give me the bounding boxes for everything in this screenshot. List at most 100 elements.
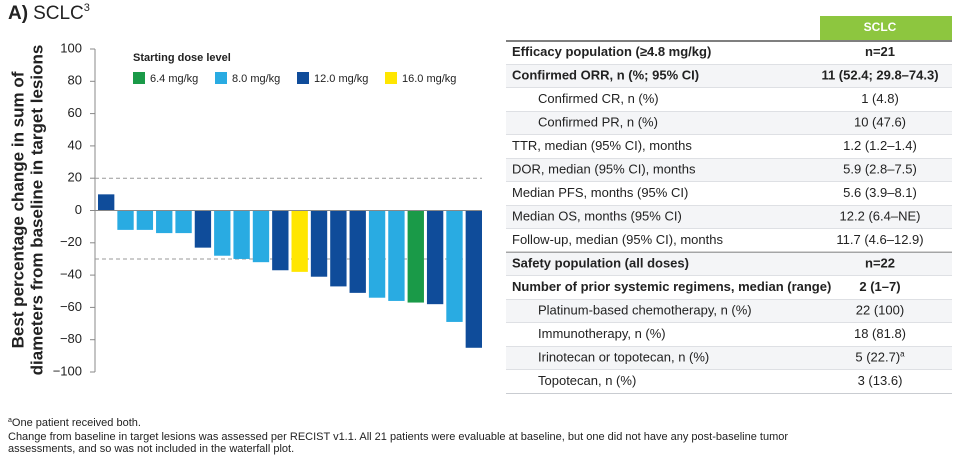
value-text: 1 (4.8) [861, 91, 899, 106]
footnote: aOne patient received both. [8, 417, 141, 429]
y-tick-label: −80 [60, 331, 82, 346]
panel-label: A) [8, 3, 28, 24]
table-row [506, 135, 952, 159]
bar [136, 210, 154, 230]
title-sup: 3 [84, 2, 90, 14]
bar [156, 210, 173, 234]
chart-title: A) SCLC3 [8, 2, 90, 24]
y-tick-label: 80 [68, 73, 82, 88]
table-row [506, 205, 952, 229]
table-row [506, 182, 952, 206]
table-label: Safety population (all doses) [512, 256, 689, 271]
y-tick-label: −20 [60, 234, 82, 249]
table-label: Confirmed PR, n (%) [538, 115, 658, 130]
table-value: 11.7 (4.6–12.9) [836, 232, 923, 247]
bar [98, 194, 115, 211]
table-value: 5.6 (3.9–8.1) [843, 185, 917, 200]
table-label: Platinum-based chemotherapy, n (%) [538, 303, 752, 318]
table-label: Confirmed ORR, n (%; 95% CI) [512, 68, 699, 83]
legend-label: 6.4 mg/kg [150, 73, 198, 85]
table-value: 1.2 (1.2–1.4) [843, 138, 917, 153]
bar [252, 210, 270, 263]
value-text: 11 (52.4; 29.8–74.3) [821, 68, 938, 83]
title-text: SCLC [33, 3, 84, 24]
table-row [506, 323, 952, 347]
table-label: Efficacy population (≥4.8 mg/kg) [512, 44, 711, 59]
y-tick-label: 60 [68, 105, 82, 120]
bar [175, 210, 192, 234]
footnote: assessments, and so was not included in … [8, 443, 294, 455]
legend-swatch [133, 72, 145, 84]
y-tick-label: 100 [60, 40, 82, 55]
table-value: 18 (81.8) [854, 326, 906, 341]
table-header-cell [820, 16, 952, 40]
table-value: 10 (47.6) [854, 115, 906, 130]
table-row [506, 158, 952, 182]
table-value: 1 (4.8) [861, 91, 899, 106]
y-tick-label: 40 [68, 137, 82, 152]
legend-swatch [215, 72, 227, 84]
bar [349, 210, 366, 293]
value-text: n=21 [865, 44, 895, 59]
bar [117, 210, 134, 230]
bar [330, 210, 347, 287]
value-text: 11.7 (4.6–12.9) [836, 232, 923, 247]
table-row [506, 111, 952, 135]
table-value: 12.2 (6.4–NE) [840, 209, 921, 224]
value-text: 22 (100) [856, 303, 904, 318]
bar [310, 210, 328, 277]
y-axis-label: Best percentage change in sum of [8, 71, 27, 348]
y-tick-label: 20 [68, 170, 82, 185]
legend-swatch [297, 72, 309, 84]
legend-label: 12.0 mg/kg [314, 73, 368, 85]
table-row [506, 276, 952, 300]
bar [426, 210, 444, 305]
value-text: 10 (47.6) [854, 115, 906, 130]
table-value: n=21 [865, 44, 895, 59]
table-row [506, 252, 952, 276]
legend-swatch [385, 72, 397, 84]
legend-label: 8.0 mg/kg [232, 73, 280, 85]
table-label: Median OS, months (95% CI) [512, 209, 682, 224]
value-text: 18 (81.8) [854, 326, 906, 341]
value-sup: a [900, 349, 905, 358]
table-label: Topotecan, n (%) [538, 373, 636, 388]
y-axis-label: diameters from baseline in target lesion… [27, 45, 46, 376]
bar [214, 210, 231, 256]
table-value: n=22 [865, 256, 895, 271]
legend-title: Starting dose level [133, 52, 231, 64]
table-row [506, 41, 952, 65]
bar [233, 210, 250, 259]
table-label: DOR, median (95% CI), months [512, 162, 696, 177]
bar [446, 210, 463, 322]
table-value: 11 (52.4; 29.8–74.3) [821, 68, 938, 83]
y-tick-label: −60 [60, 299, 82, 314]
value-text: 5.9 (2.8–7.5) [843, 162, 917, 177]
bar [368, 210, 386, 298]
legend-label: 16.0 mg/kg [402, 73, 456, 85]
table-row [506, 299, 952, 323]
table-label: Median PFS, months (95% CI) [512, 185, 688, 200]
table-label: Follow-up, median (95% CI), months [512, 232, 723, 247]
footnote: Change from baseline in target lesions w… [8, 431, 788, 443]
footnote-text: One patient received both. [12, 417, 141, 429]
value-text: 2 (1–7) [859, 279, 900, 294]
table-label: Irinotecan or topotecan, n (%) [538, 350, 709, 365]
table-value: 3 (13.6) [858, 373, 903, 388]
y-tick-label: −40 [60, 267, 82, 282]
y-tick-label: −100 [53, 363, 82, 378]
table-row [506, 229, 952, 253]
bar [407, 210, 424, 303]
footnote-sup: a [8, 417, 12, 424]
table-label: Number of prior systemic regimens, media… [512, 279, 831, 294]
table-row [506, 88, 952, 112]
bar [272, 210, 289, 271]
table-value: 2 (1–7) [859, 279, 900, 294]
bar [465, 210, 482, 348]
table-row [506, 346, 952, 370]
table-label: TTR, median (95% CI), months [512, 138, 692, 153]
table-label: Immunotherapy, n (%) [538, 326, 666, 341]
table-value: 22 (100) [856, 303, 904, 318]
table-value: 5 (22.7)a [855, 349, 905, 364]
table-label: Confirmed CR, n (%) [538, 91, 659, 106]
